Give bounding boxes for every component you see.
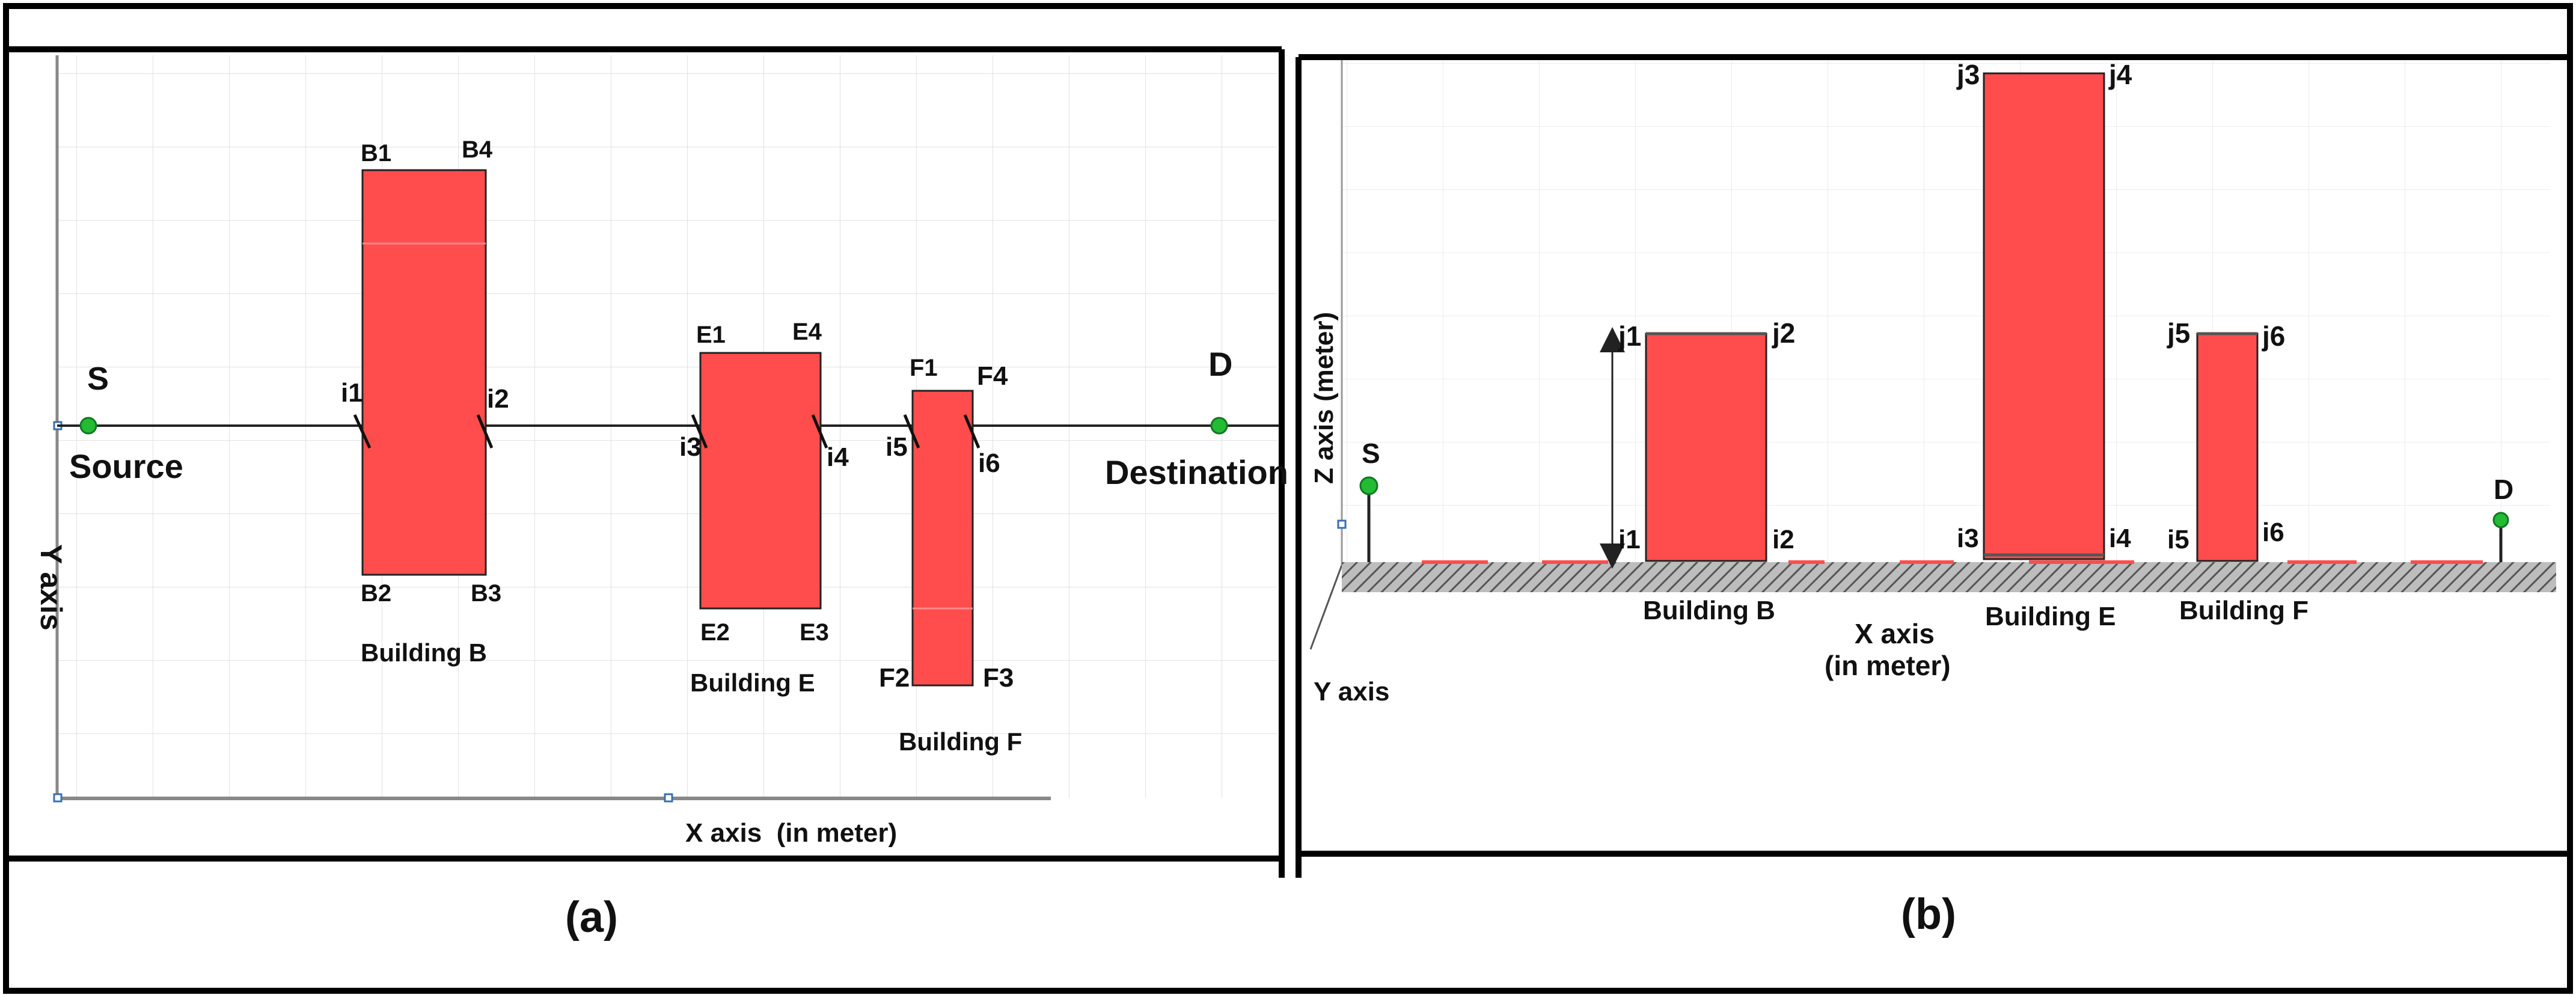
top-label: j2 bbox=[1772, 317, 1795, 349]
panel-a-destination-label: Destination bbox=[1105, 453, 1288, 491]
building-name: Building F bbox=[899, 727, 1022, 756]
building-e-footprint bbox=[699, 352, 822, 610]
panel-b-caption: (b) bbox=[1901, 890, 1956, 938]
corner-label: B2 bbox=[361, 580, 391, 607]
corner-label: B3 bbox=[471, 580, 501, 607]
bottom-label: i6 bbox=[2262, 518, 2284, 547]
figure-frames bbox=[3, 3, 2573, 994]
building-name: Building B bbox=[361, 638, 487, 667]
panel-b-building-b: j1 j2 i1 i2 Building B bbox=[1600, 317, 1795, 625]
panel-b-source-antenna: S bbox=[1359, 438, 1380, 562]
building-b-footprint bbox=[361, 169, 487, 576]
corner-label: E2 bbox=[700, 619, 730, 646]
top-label: j5 bbox=[2167, 317, 2190, 349]
intersection-label: i4 bbox=[827, 442, 849, 472]
panel-b-building-f: j5 j6 i5 i6 Building F bbox=[2167, 317, 2308, 625]
panel-a-destination-node bbox=[1210, 417, 1228, 435]
bottom-label: i4 bbox=[2109, 524, 2131, 553]
panel-a-y-axis-label: Y axis bbox=[34, 544, 68, 631]
top-label: j3 bbox=[1956, 59, 1980, 90]
panel-b-y-axis-label: Y axis bbox=[1314, 677, 1389, 706]
intersection-label: i3 bbox=[679, 432, 702, 462]
panel-a-source-label: Source bbox=[69, 447, 183, 485]
building-name: Building B bbox=[1643, 596, 1775, 625]
panel-b-destination-antenna: D bbox=[2492, 474, 2513, 562]
panel-b-x-axis-label-line1: X axis bbox=[1855, 618, 1935, 649]
corner-label: E4 bbox=[792, 319, 822, 345]
panel-b-destination-letter: D bbox=[2494, 474, 2513, 505]
panel-a-source-letter: S bbox=[87, 361, 109, 397]
building-name: Building E bbox=[1985, 602, 2116, 631]
top-label: j4 bbox=[2108, 59, 2132, 90]
bottom-label: i2 bbox=[1772, 525, 1794, 554]
corner-label: E3 bbox=[800, 619, 829, 646]
corner-label: E1 bbox=[696, 322, 726, 348]
panel-a-building-f: F1 F4 F2 F3 Building F i5 i6 bbox=[879, 355, 1022, 756]
panel-b-z-axis-label: Z axis (meter) bbox=[1309, 312, 1339, 484]
panel-b-grid bbox=[1342, 60, 2550, 564]
intersection-label: i1 bbox=[341, 378, 363, 408]
panel-b-y-axis-line bbox=[1309, 565, 1343, 650]
panel-b-x-axis-label-line2: (in meter) bbox=[1825, 650, 1951, 681]
top-label: j1 bbox=[1618, 320, 1641, 352]
building-f-footprint bbox=[911, 390, 974, 687]
intersection-label: i6 bbox=[978, 449, 1000, 478]
building-b-elevation bbox=[1645, 332, 1767, 562]
bottom-label: i3 bbox=[1957, 524, 1979, 553]
panel-a: B1 B4 B2 B3 Building B i1 i2 E1 E4 E2 E3… bbox=[34, 55, 1288, 941]
bottom-label: i5 bbox=[2167, 525, 2189, 554]
panel-a-caption: (a) bbox=[565, 893, 618, 941]
intersection-label: i5 bbox=[886, 432, 908, 462]
corner-label: F4 bbox=[977, 361, 1008, 391]
panel-b-building-e: j3 j4 i3 i4 Building E bbox=[1956, 59, 2132, 631]
building-name: Building F bbox=[2179, 596, 2308, 625]
panel-b-source-letter: S bbox=[1362, 438, 1380, 469]
corner-label: B4 bbox=[462, 136, 493, 163]
panel-b: j1 j2 i1 i2 Building B j3 j4 i3 i4 Build… bbox=[1309, 59, 2556, 938]
panel-a-building-e: E1 E4 E2 E3 Building E i3 i4 bbox=[679, 319, 849, 697]
panel-a-source-node bbox=[79, 417, 97, 435]
top-label: j6 bbox=[2262, 320, 2285, 352]
panel-a-x-axis-label: X axis (in meter) bbox=[685, 818, 897, 848]
bottom-label: i1 bbox=[1618, 525, 1641, 554]
panel-b-ground bbox=[1342, 562, 2556, 592]
corner-label: F2 bbox=[879, 663, 910, 693]
corner-label: F3 bbox=[983, 663, 1014, 693]
building-f-elevation bbox=[2196, 332, 2259, 562]
corner-label: F1 bbox=[910, 355, 938, 381]
intersection-label: i2 bbox=[487, 384, 509, 414]
building-name: Building E bbox=[690, 669, 815, 697]
corner-label: B1 bbox=[361, 140, 391, 167]
panel-a-building-b: B1 B4 B2 B3 Building B i1 i2 bbox=[341, 136, 509, 667]
panel-a-destination-letter: D bbox=[1208, 345, 1232, 383]
building-e-elevation bbox=[1983, 72, 2105, 560]
